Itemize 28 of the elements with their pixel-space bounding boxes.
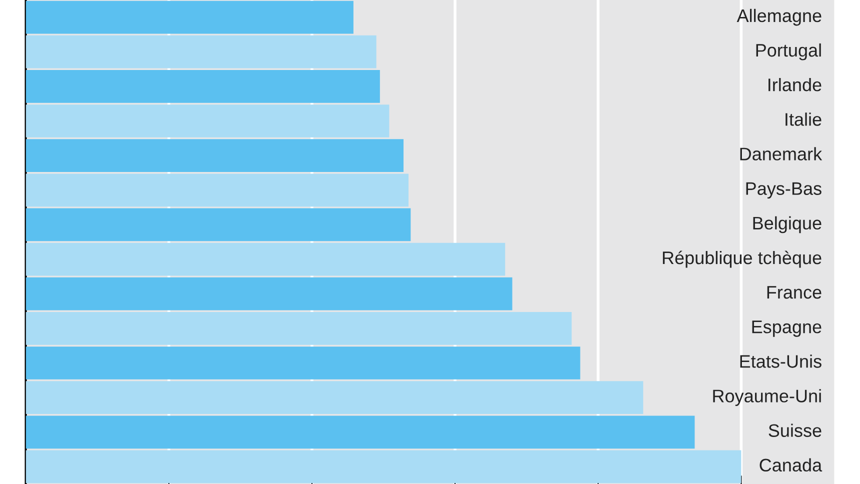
bar — [26, 450, 742, 484]
y-tick-label: Portugal — [756, 43, 821, 60]
y-tick-label: Italie — [786, 112, 822, 126]
y-tick-label: Canada — [760, 458, 822, 472]
bar — [26, 70, 380, 103]
bar — [26, 139, 404, 172]
y-tick-label: Etats-Unis — [740, 354, 822, 368]
bar — [26, 381, 644, 414]
bar — [26, 208, 411, 242]
y-tick-label: Allemagne — [736, 8, 822, 26]
bar — [26, 174, 409, 207]
y-tick-label: Royaume-Uni — [713, 389, 821, 406]
bar — [26, 0, 354, 34]
y-tick-label: Espagne — [752, 320, 822, 337]
bar — [26, 242, 506, 276]
bar — [26, 416, 695, 449]
y-tick-label: République tchèque — [662, 250, 822, 268]
y-tick-label: Pays-Bas — [746, 182, 822, 199]
y-tick-label: Belgique — [753, 216, 822, 234]
y-tick-label: Suisse — [768, 424, 822, 437]
bar — [26, 346, 580, 380]
bar — [26, 104, 390, 138]
bar — [26, 312, 572, 345]
y-tick-label: Irlande — [768, 78, 822, 92]
bar — [26, 35, 376, 68]
y-tick-label: Danemark — [740, 147, 822, 160]
y-tick-label: France — [767, 286, 822, 299]
bar — [26, 277, 512, 310]
